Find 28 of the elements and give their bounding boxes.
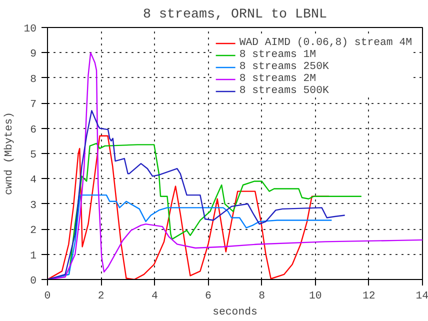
x-tick-label: 6 <box>205 290 212 302</box>
y-axis-title: cwnd (Mbytes) <box>4 112 16 196</box>
x-tick-label: 12 <box>362 290 376 302</box>
x-tick-label: 2 <box>98 290 104 302</box>
y-tick-label: 9 <box>30 48 37 61</box>
x-tick-label: 8 <box>258 290 265 302</box>
legend-label: WAD AIMD (0.06,8) stream 4M <box>239 37 412 49</box>
legend-label: 8 streams 500K <box>239 85 329 97</box>
chart-title: 8 streams, ORNL to LBNL <box>143 8 327 22</box>
legend-label: 8 streams 1M <box>239 49 316 61</box>
line-series <box>48 110 346 280</box>
y-tick-label: 1 <box>30 250 37 262</box>
legend-label: 8 streams 250K <box>239 61 329 73</box>
y-tick-label: 5 <box>30 150 37 162</box>
legend-label: 8 streams 2M <box>239 73 316 85</box>
x-tick-label: 14 <box>416 290 428 302</box>
y-tick-label: 7 <box>30 99 37 112</box>
y-tick-label: 3 <box>30 200 37 212</box>
y-tick-label: 6 <box>30 124 37 136</box>
x-tick-label: 4 <box>151 290 158 302</box>
x-tick-label: 10 <box>308 290 322 302</box>
y-tick-label: 0 <box>30 276 37 288</box>
y-tick-label: 8 <box>30 74 37 86</box>
y-tick-label: 4 <box>30 174 37 187</box>
y-tick-label: 10 <box>24 24 37 36</box>
x-tick-label: 0 <box>44 290 51 302</box>
x-axis-title: seconds <box>212 306 258 318</box>
y-tick-label: 2 <box>30 225 37 238</box>
